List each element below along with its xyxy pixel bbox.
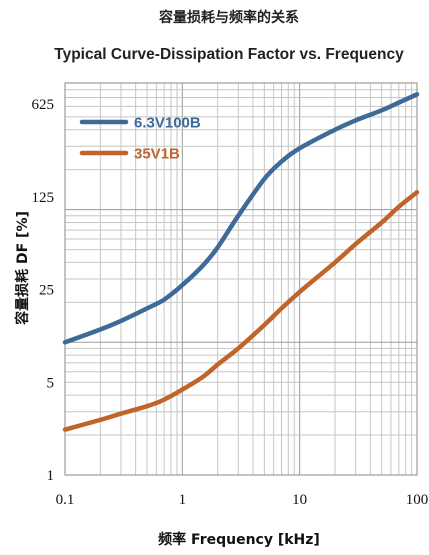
x-tick-label: 100 bbox=[406, 492, 429, 508]
x-tick-label: 0.1 bbox=[56, 492, 75, 508]
series-lines bbox=[62, 92, 420, 432]
y-axis-label: 容量损耗 DF [%] bbox=[14, 211, 31, 326]
plot-frame bbox=[64, 82, 418, 476]
y-tick-label: 125 bbox=[32, 190, 55, 206]
y-tick-label: 25 bbox=[39, 283, 54, 299]
x-tick-labels: 0.1 1 10 100 bbox=[56, 492, 429, 508]
x-tick-label: 1 bbox=[179, 492, 187, 508]
series-line-1 bbox=[62, 92, 420, 345]
chart-subtitle: Typical Curve-Dissipation Factor vs. Fre… bbox=[54, 46, 404, 63]
x-tick-label: 10 bbox=[292, 492, 307, 508]
y-tick-label: 625 bbox=[32, 97, 55, 113]
series-line-2 bbox=[62, 190, 420, 432]
legend: 6.3V100B 35V1B bbox=[79, 115, 201, 163]
chart-title: 容量损耗与频率的关系 bbox=[158, 9, 299, 26]
grid bbox=[64, 82, 418, 476]
x-axis-label: 频率 Frequency [kHz] bbox=[158, 531, 320, 548]
y-tick-label: 5 bbox=[47, 375, 55, 391]
y-tick-labels: 1 5 25 125 625 bbox=[32, 97, 55, 484]
legend-label-2: 35V1B bbox=[134, 146, 180, 163]
y-tick-label: 1 bbox=[47, 468, 55, 484]
legend-label-1: 6.3V100B bbox=[134, 115, 201, 132]
